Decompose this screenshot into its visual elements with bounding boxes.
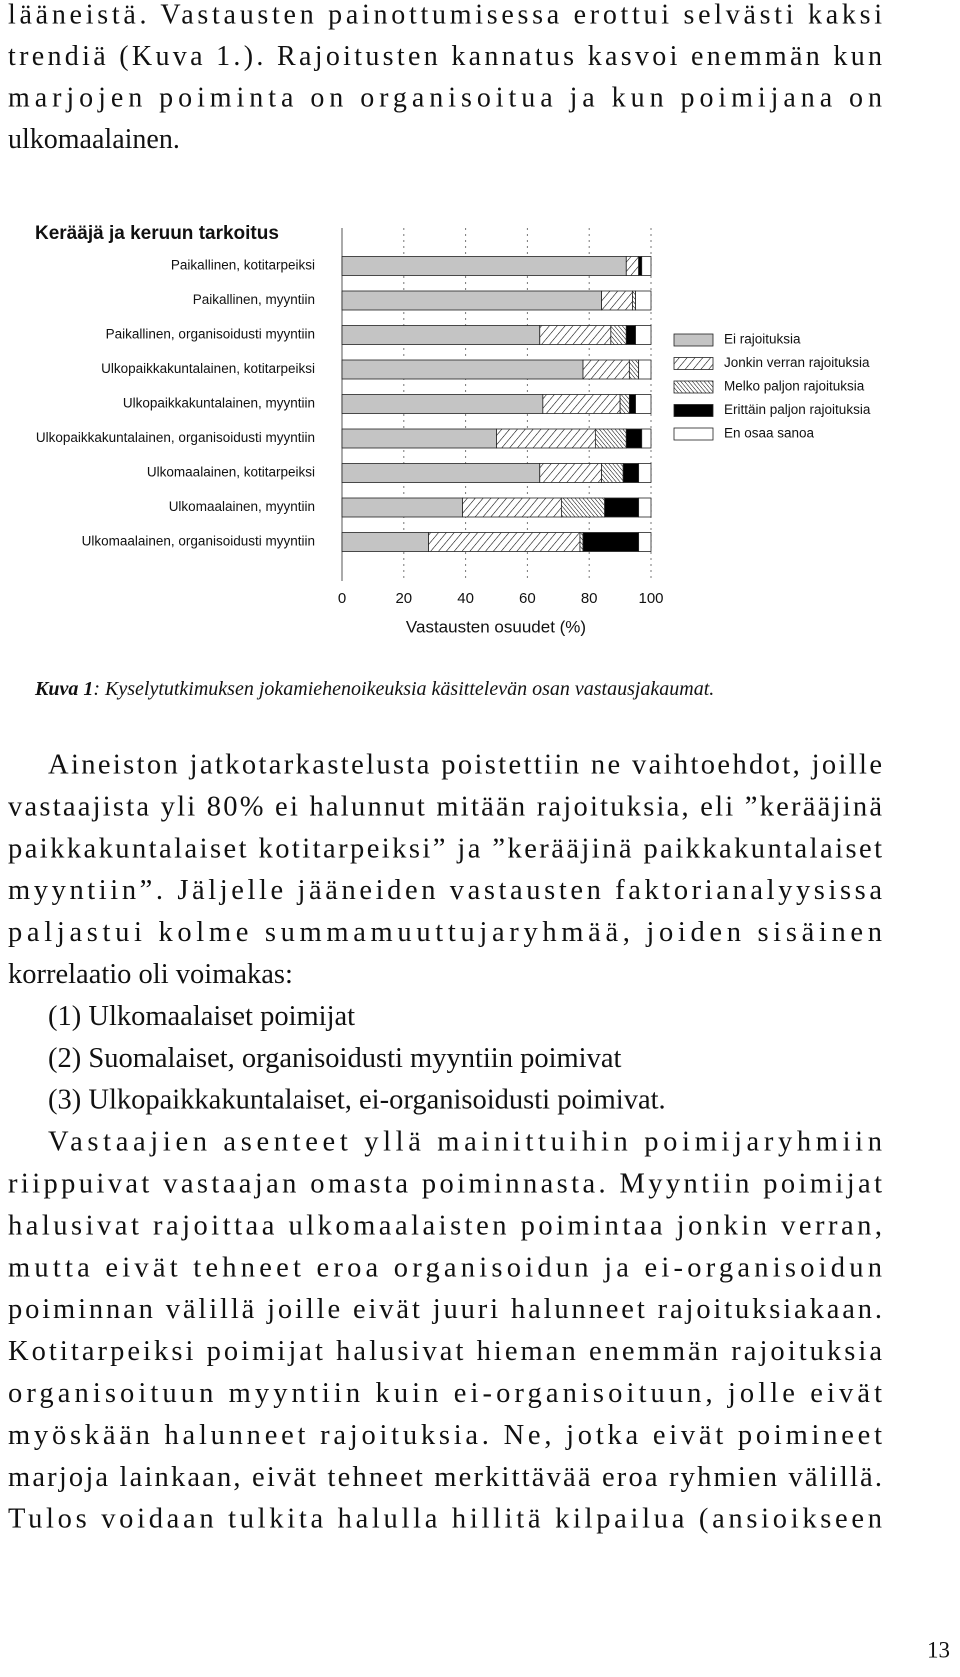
bar-segment [635, 290, 652, 311]
legend-swatch [673, 427, 714, 441]
text-line: Vastaajien asenteet yllä mainittuihin po… [48, 1127, 882, 1158]
bar-segment [341, 394, 544, 414]
bar-segment [628, 394, 636, 414]
text-line: paikkakuntalaiset kotitarpeiksi” ja ”ker… [8, 833, 882, 864]
category-label: Paikallinen, organisoidusti myyntiin [106, 327, 315, 342]
bar-segment [341, 532, 429, 552]
bar-segment [632, 290, 636, 311]
caption: Kuva 1: Kyselytutkimuksen jokamiehenoike… [34, 678, 714, 700]
bar-segment [628, 359, 640, 380]
text-line: poiminnan välillä joille eivät juuri hal… [8, 1294, 882, 1325]
bar-segment [582, 532, 640, 552]
bar-segment [341, 497, 463, 518]
bar-segment [601, 463, 624, 483]
bar-segment [539, 463, 602, 483]
category-label: Ulkomaalainen, myyntiin [169, 499, 315, 514]
legend-swatch [673, 333, 714, 347]
bar-segment [635, 394, 652, 414]
x-tick-label: 0 [338, 590, 346, 607]
page-number: 13 [927, 1637, 950, 1662]
bar-segment [341, 325, 541, 345]
x-tick-label: 40 [457, 590, 474, 607]
x-tick-label: 20 [395, 590, 412, 607]
bar-segment [341, 428, 497, 449]
text-line: Kotitarpeiksi poimijat halusivat hieman … [8, 1336, 882, 1367]
x-axis-label: Vastausten osuudet (%) [406, 617, 586, 636]
bar-segment [341, 359, 584, 380]
bar-segment [341, 463, 541, 483]
text-line: marjojen poiminta on organisoitua ja kun… [8, 82, 882, 113]
category-label: Ulkomaalainen, kotitarpeiksi [147, 465, 315, 480]
text-line: mutta eivät tehneet eroa organisoidun ja… [8, 1252, 882, 1283]
bar-segment [601, 290, 633, 311]
text-line: Tulos voidaan tulkita halulla hillitä ki… [8, 1504, 882, 1535]
bar-segment [625, 256, 640, 276]
bar-segment [638, 256, 643, 276]
x-tick-label: 80 [581, 590, 598, 607]
legend-label: Jonkin verran rajoituksia [724, 355, 870, 370]
bar-segment [641, 256, 652, 276]
x-tick-label: 100 [638, 590, 663, 607]
legend-label: En osaa sanoa [724, 426, 815, 441]
legend-label: Ei rajoituksia [724, 332, 801, 347]
text-line: paljastui kolme summamuuttujaryhmää, joi… [8, 917, 882, 948]
bar-segment [560, 497, 606, 518]
text-line: myyntiin”. Jäljelle jääneiden vastausten… [8, 875, 882, 906]
text-line: korrelaatio oli voimakas: [8, 959, 293, 990]
bar-segment [428, 532, 581, 552]
bar-segment [579, 532, 584, 552]
bar-segment [635, 325, 652, 345]
list-item: (2) Suomalaiset, organisoidusti myyntiin… [48, 1043, 621, 1074]
text-line: vastaajista yli 80% ei halunnut mitään r… [8, 791, 882, 822]
text-line: lääneistä. Vastausten painottumisessa er… [8, 0, 882, 30]
text-line: halusivat rajoittaa ulkomaalaisten poimi… [8, 1210, 882, 1241]
bar-segment [542, 394, 621, 414]
bar-segment [594, 428, 627, 449]
bar-segment [622, 463, 640, 483]
legend-label: Melko paljon rajoituksia [724, 379, 865, 394]
bar-segment [619, 394, 630, 414]
legend-swatch [673, 357, 714, 370]
bar-segment [638, 463, 652, 483]
text-line: myöskään halunneet rajoituksia. Ne, jotk… [8, 1420, 882, 1451]
bar-segment [462, 497, 562, 518]
caption-text: : Kyselytutkimuksen jokamiehenoikeuksia … [93, 678, 714, 700]
bar-segment [604, 497, 640, 518]
category-label: Paikallinen, myyntiin [193, 292, 315, 307]
category-label: Ulkopaikkakuntalainen, myyntiin [123, 396, 315, 411]
category-label: Ulkopaikkakuntalainen, organisoidusti my… [36, 430, 315, 445]
bar-segment [625, 325, 636, 345]
bar-segment [341, 290, 602, 311]
category-label: Ulkopaikkakuntalainen, kotitarpeiksi [101, 361, 315, 376]
caption-label: Kuva 1 [34, 678, 93, 700]
bar-segment [582, 359, 630, 380]
text-line: ulkomaalainen. [8, 124, 180, 155]
legend-swatch [673, 404, 714, 417]
text-line: trendiä (Kuva 1.). Rajoitusten kannatus … [8, 41, 882, 72]
text-line: Aineiston jatkotarkastelusta poistettiin… [48, 750, 882, 781]
text-line: riippuivat vastaajan omasta poiminnasta.… [8, 1169, 882, 1200]
bar-segment [638, 532, 652, 552]
text-line: organisoituun myyntiin kuin ei-organisoi… [8, 1378, 882, 1409]
bar-segment [610, 325, 627, 345]
legend-label: Erittäin paljon rajoituksia [724, 402, 871, 417]
legend-swatch [673, 380, 714, 394]
bar-segment [638, 497, 652, 518]
bar-segment [625, 428, 643, 449]
list-item: (3) Ulkopaikkakuntalaiset, ei-organisoid… [48, 1085, 666, 1116]
bar-segment [496, 428, 596, 449]
x-tick-label: 60 [519, 590, 536, 607]
list-item: (1) Ulkomaalaiset poimijat [48, 1001, 355, 1032]
bar-segment [539, 325, 612, 345]
category-label: Paikallinen, kotitarpeiksi [171, 258, 315, 273]
chart-title: Kerääjä ja keruun tarkoitus [35, 223, 279, 244]
category-label: Ulkomaalainen, organisoidusti myyntiin [82, 534, 315, 549]
bar-segment [638, 359, 652, 380]
bar-segment [341, 256, 627, 276]
text-line: marjoja lainkaan, eivät tehneet merkittä… [8, 1462, 882, 1493]
bar-segment [641, 428, 652, 449]
